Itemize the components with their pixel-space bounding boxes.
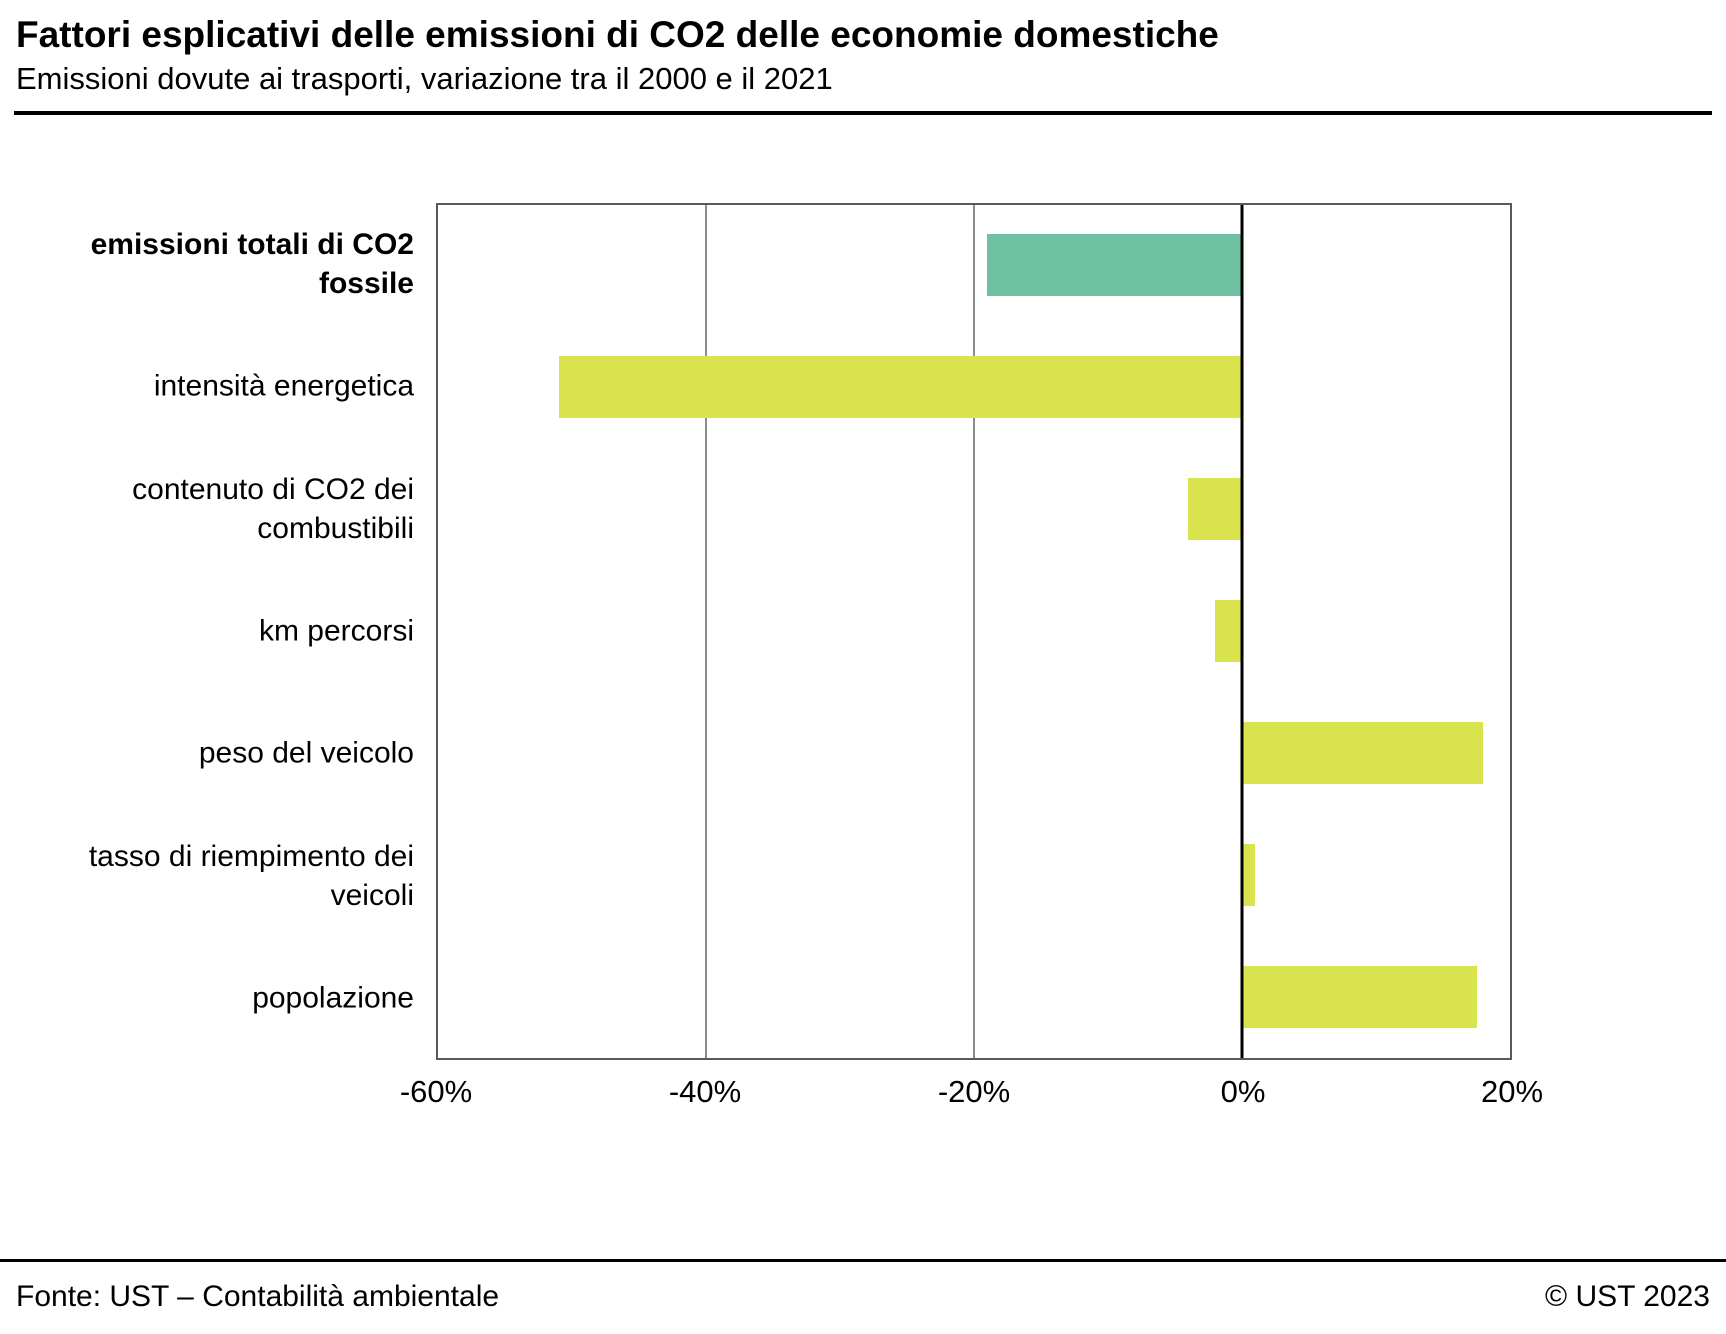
gridline — [973, 204, 975, 1058]
bar-1 — [987, 234, 1242, 297]
header: Fattori esplicativi delle emissioni di C… — [0, 0, 1726, 97]
category-label: tasso di riempimento dei veicoli — [88, 839, 414, 912]
bar-3 — [1188, 478, 1242, 541]
plot-area — [436, 202, 1512, 1060]
category-label: emissioni totali di CO2 fossile — [90, 227, 414, 300]
header-divider — [14, 110, 1712, 115]
x-axis: -60% -40% -20% 0% 20% — [400, 1073, 1543, 1132]
gridline — [705, 204, 707, 1058]
bar-6 — [1242, 843, 1256, 906]
x-tick-label: 20% — [1480, 1073, 1544, 1109]
bar-7 — [1242, 965, 1477, 1028]
bar-chart: emissioni totali di CO2 fossile intensità… — [0, 202, 1726, 1132]
source-text: Fonte: UST – Contabilità ambientale — [16, 1280, 500, 1313]
chart-subtitle: Emissioni dovute ai trasporti, variazion… — [16, 60, 833, 96]
x-tick-label: -40% — [668, 1073, 742, 1109]
bar-2 — [558, 356, 1242, 419]
bar-4 — [1215, 600, 1242, 663]
category-label: peso del veicolo — [198, 736, 414, 770]
footer: Fonte: UST – Contabilità ambientale © US… — [0, 1259, 1726, 1334]
zero-line — [1240, 204, 1244, 1058]
bar-5 — [1242, 721, 1484, 784]
category-label: intensità energetica — [153, 369, 414, 403]
plot-column: -60% -40% -20% 0% 20% — [400, 202, 1543, 1132]
x-tick-label: -60% — [399, 1073, 473, 1109]
copyright-text: © UST 2023 — [1545, 1280, 1710, 1313]
category-labels: emissioni totali di CO2 fossile intensità… — [16, 203, 424, 1060]
x-tick-label: -20% — [937, 1073, 1011, 1109]
category-label: popolazione — [252, 981, 414, 1015]
x-tick-label: 0% — [1220, 1073, 1266, 1109]
category-label: contenuto di CO2 dei combustibili — [132, 472, 414, 545]
chart-title: Fattori esplicativi delle emissioni di C… — [16, 14, 1219, 55]
category-label: km percorsi — [258, 614, 414, 648]
